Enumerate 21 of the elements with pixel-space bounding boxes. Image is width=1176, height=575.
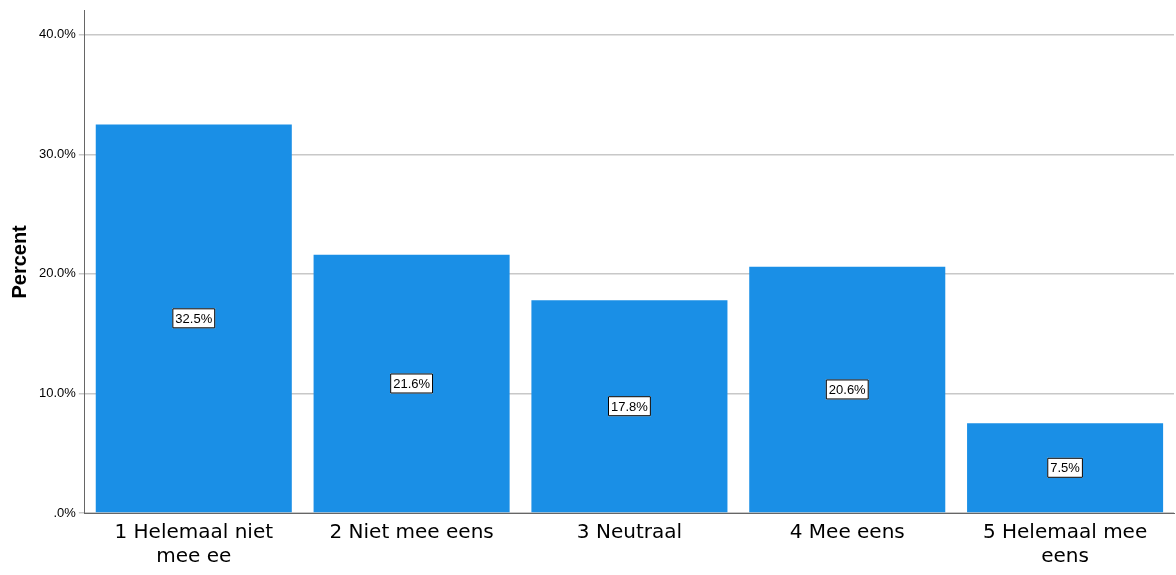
x-tick-label: 3 Neutraal — [576, 519, 683, 544]
y-axis-title: Percent — [7, 224, 30, 299]
y-tick-label: 20.0% — [38, 265, 77, 281]
x-tick-label: 1 Helemaal niet mee ee — [114, 519, 274, 568]
x-tick-label: 5 Helemaal mee eens — [982, 519, 1148, 568]
x-tick-label: 2 Niet mee eens — [329, 519, 494, 544]
data-label: 21.6% — [393, 376, 431, 392]
y-tick-label: 30.0% — [38, 145, 77, 161]
x-tick-label: 4 Mee eens — [789, 519, 905, 544]
data-label: 17.8% — [610, 398, 649, 414]
y-tick-label: .0% — [53, 504, 77, 520]
bar — [95, 124, 292, 513]
bar — [531, 300, 728, 513]
data-label: 32.5% — [175, 310, 213, 326]
y-tick-label: 40.0% — [38, 26, 77, 42]
data-label: 20.6% — [828, 382, 867, 398]
bar — [749, 266, 946, 513]
data-label: 7.5% — [1050, 460, 1081, 476]
y-tick-label: 10.0% — [38, 385, 77, 401]
bar — [313, 254, 510, 513]
bar — [967, 423, 1164, 513]
